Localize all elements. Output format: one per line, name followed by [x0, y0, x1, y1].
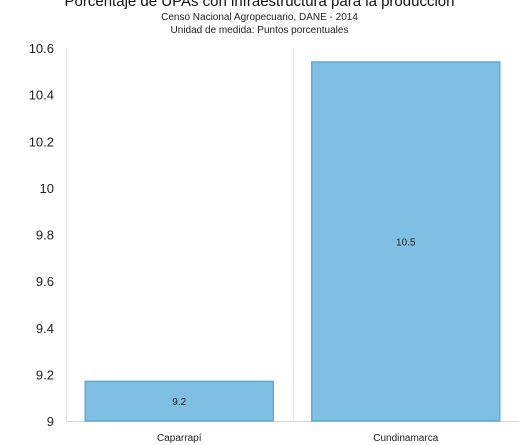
chart-subtitle-unit: Unidad de medida: Puntos porcentuales: [170, 25, 349, 36]
y-tick-label: 10.6: [29, 41, 54, 56]
y-tick-label: 9.2: [36, 367, 54, 382]
y-tick-label: 9.8: [36, 228, 54, 243]
y-tick-label: 10.4: [29, 88, 54, 103]
y-tick-label: 10.2: [29, 134, 54, 149]
chart-subtitle-source: Censo Nacional Agropecuario, DANE - 2014: [161, 12, 358, 23]
y-tick-label: 9: [47, 414, 54, 429]
bar-1: [84, 380, 274, 422]
x-tick-label: Cundinamarca: [373, 433, 438, 444]
y-tick-label: 9.4: [36, 321, 54, 336]
x-tick-label: Caparrapí: [157, 433, 202, 444]
data-label: 9.2: [172, 397, 186, 408]
chart-title: Porcentaje de UPAs con infraestructura p…: [64, 0, 455, 10]
y-tick-label: 10: [40, 181, 54, 196]
y-tick-label: 9.6: [36, 274, 54, 289]
bar-2: [311, 61, 501, 422]
data-label: 10.5: [396, 237, 416, 248]
